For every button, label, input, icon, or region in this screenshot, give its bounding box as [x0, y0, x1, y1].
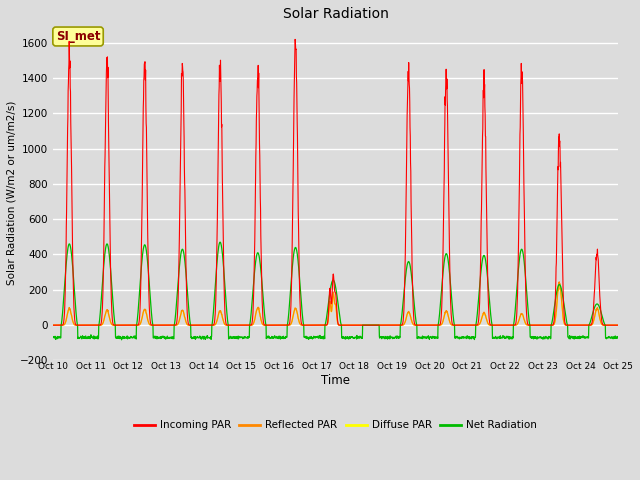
X-axis label: Time: Time [321, 373, 350, 387]
Y-axis label: Solar Radiation (W/m2 or um/m2/s): Solar Radiation (W/m2 or um/m2/s) [7, 100, 17, 285]
Text: SI_met: SI_met [56, 30, 100, 43]
Title: Solar Radiation: Solar Radiation [283, 7, 388, 21]
Legend: Incoming PAR, Reflected PAR, Diffuse PAR, Net Radiation: Incoming PAR, Reflected PAR, Diffuse PAR… [130, 416, 541, 434]
